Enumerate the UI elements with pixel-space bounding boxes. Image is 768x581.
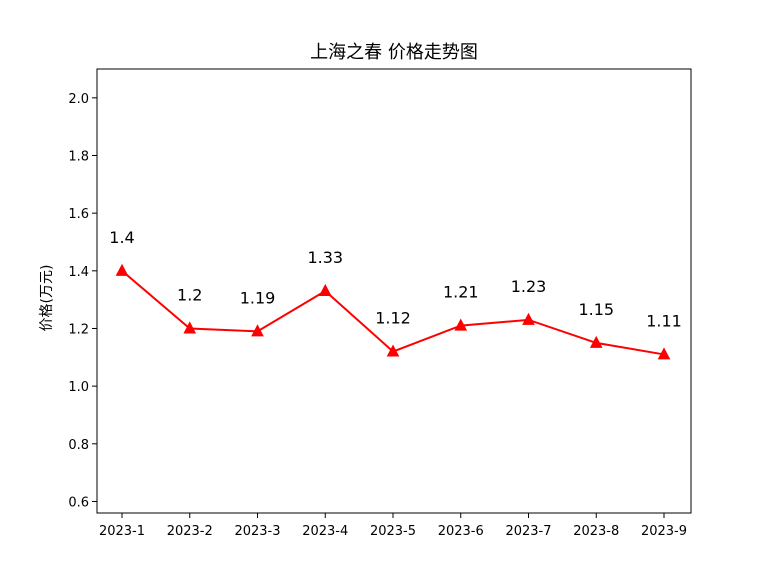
data-label: 1.23 <box>511 277 547 296</box>
y-tick-label: 0.6 <box>68 495 89 510</box>
x-tick-label: 2023-3 <box>234 524 280 539</box>
data-label: 1.33 <box>307 248 343 267</box>
data-label: 1.11 <box>646 311 682 330</box>
y-tick-label: 0.8 <box>68 438 89 453</box>
x-tick-label: 2023-4 <box>302 524 348 539</box>
x-tick-label: 2023-6 <box>438 524 484 539</box>
data-point-marker <box>522 312 535 325</box>
x-axis-ticks: 2023-1 2023-2 2023-3 2023-4 2023-5 2023-6 2023… <box>99 513 687 539</box>
y-tick-label: 1.4 <box>68 265 89 280</box>
y-axis-ticks: 0.6 0.8 1.0 1.2 1.4 1.6 1.8 2.0 <box>68 92 97 510</box>
x-tick-label: 2023-5 <box>370 524 416 539</box>
series-layer: 1.4 1.2 1.19 1.33 1.12 1.21 1.23 1.15 1.11 <box>109 228 682 360</box>
data-label: 1.15 <box>578 300 614 319</box>
data-label: 1.4 <box>109 228 134 247</box>
data-point-marker <box>318 283 332 296</box>
y-tick-label: 1.2 <box>68 322 89 337</box>
x-tick-label: 2023-9 <box>641 524 687 539</box>
data-point-marker <box>386 344 400 357</box>
y-tick-label: 1.0 <box>68 380 89 395</box>
data-label: 1.19 <box>240 288 276 307</box>
x-tick-label: 2023-1 <box>99 524 145 539</box>
x-tick-label: 2023-2 <box>167 524 213 539</box>
data-point-marker <box>589 335 603 348</box>
data-point-marker <box>115 263 129 276</box>
x-tick-label: 2023-8 <box>573 524 619 539</box>
data-label: 1.12 <box>375 309 411 328</box>
x-tick-label: 2023-7 <box>505 524 551 539</box>
data-label: 1.21 <box>443 283 479 302</box>
data-label: 1.2 <box>177 285 202 304</box>
y-tick-label: 1.8 <box>68 149 89 164</box>
data-point-marker <box>183 321 197 334</box>
y-axis-label: 价格(万元) <box>39 265 55 332</box>
y-tick-label: 1.6 <box>68 207 89 222</box>
y-tick-label: 2.0 <box>68 92 89 107</box>
data-point-marker <box>657 347 671 360</box>
data-point-marker <box>251 324 264 337</box>
chart-title: 上海之春 价格走势图 <box>310 42 478 63</box>
data-point-marker <box>454 318 468 331</box>
plot-area-frame <box>96 68 692 514</box>
